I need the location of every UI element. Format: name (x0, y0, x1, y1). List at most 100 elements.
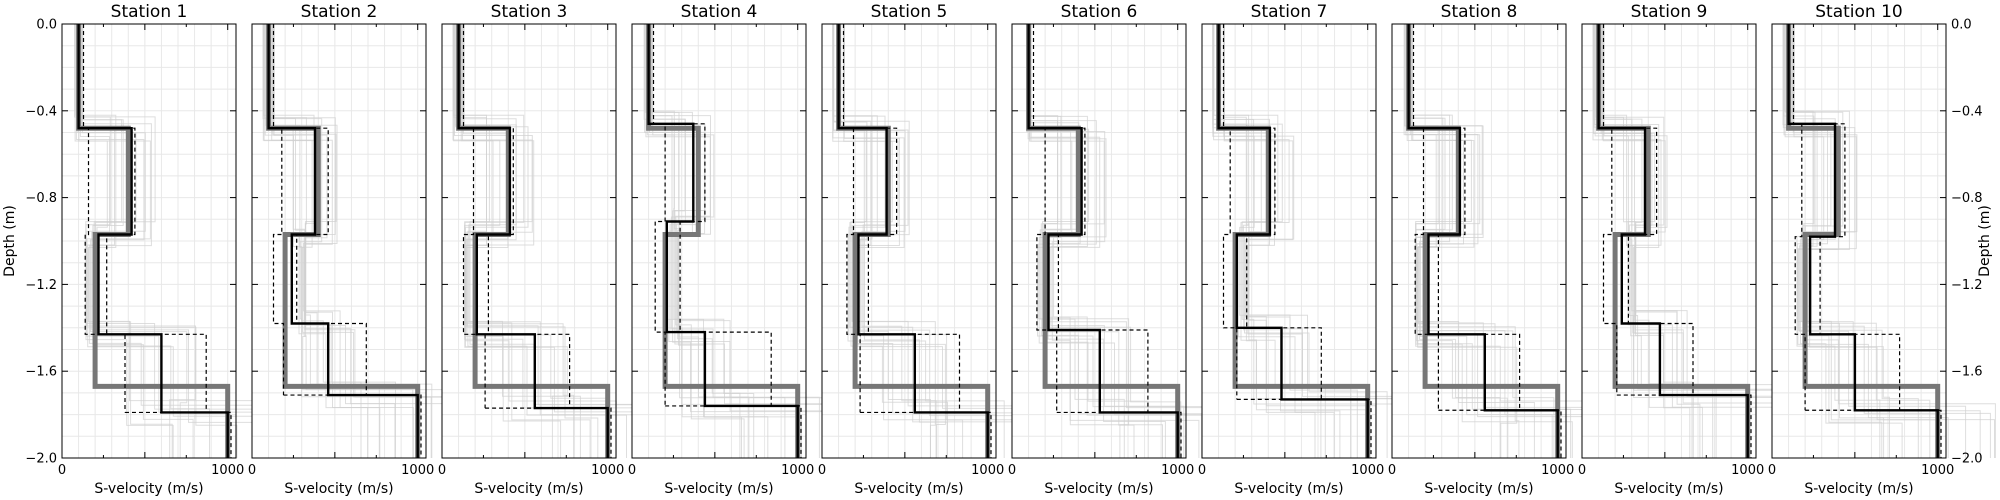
y-tick-label: −1.6 (25, 365, 57, 380)
x-tick-label: 1000 (971, 463, 1004, 478)
best-model-line (457, 24, 609, 458)
panel-title: Station 5 (871, 2, 948, 22)
x-tick-label: 0 (818, 463, 826, 478)
panel-station-10: 0 1000 Station 10 S-velocity (m/s) 0.0 −0.4 −0… (1768, 2, 1996, 497)
ensemble-model-line (1030, 24, 1236, 458)
panel-title: Station 1 (111, 2, 188, 22)
best-model-line (267, 24, 419, 458)
ensemble-model-line (1212, 24, 1404, 458)
best-model-line (1027, 24, 1179, 458)
x-tick-label: 1000 (211, 463, 244, 478)
x-axis-label: S-velocity (m/s) (1804, 481, 1913, 497)
plot-frame (631, 23, 807, 459)
y-tick-label: −2.0 (1951, 452, 1983, 467)
ensemble-model-line (646, 24, 755, 458)
ensemble-model-line (452, 24, 644, 458)
x-tick-label: 0 (1578, 463, 1586, 478)
ensemble-model-line (651, 24, 856, 458)
x-axis-label: S-velocity (m/s) (1424, 481, 1533, 497)
y-tick-label: −0.4 (25, 104, 57, 119)
x-tick-label: 0 (1388, 463, 1396, 478)
y-tick-label: 0.0 (36, 18, 57, 33)
true-model-line (1786, 24, 1941, 458)
ensemble-model-line (647, 24, 786, 458)
ensemble-model-line (1026, 24, 1130, 458)
ensemble-model-line (453, 24, 609, 458)
plot-frame (1771, 23, 1947, 459)
x-tick-label: 0 (628, 463, 636, 478)
ensemble-model-line (74, 24, 196, 458)
best-model-line (77, 24, 229, 458)
ensemble-model-line (265, 24, 362, 458)
x-axis-label: S-velocity (m/s) (664, 481, 773, 497)
best-model-line (837, 24, 989, 458)
ensemble-model-line (463, 24, 581, 458)
panel-title: Station 10 (1815, 2, 1902, 22)
y-axis-label: Depth (m) (1977, 205, 1993, 277)
best-model-line (1787, 24, 1939, 458)
x-axis-label: S-velocity (m/s) (1044, 481, 1153, 497)
panel-station-3: 0 1000 Station 3 S-velocity (m/s) (438, 2, 666, 497)
panel-station-1: 0 1000 Station 1 S-velocity (m/s) 0.0 −0.4 −0.… (2, 2, 286, 497)
x-tick-label: 1000 (1541, 463, 1574, 478)
x-axis-label: S-velocity (m/s) (474, 481, 583, 497)
panel-station-8: 0 1000 Station 8 S-velocity (m/s) (1388, 2, 1617, 497)
y-tick-label: −0.4 (1951, 104, 1983, 119)
best-model-line (1597, 24, 1749, 458)
ensemble-model-line (1412, 24, 1555, 458)
plot-frame (821, 23, 997, 459)
ensemble-model-line (1594, 24, 1693, 458)
panel-title: Station 9 (1631, 2, 1708, 22)
ensemble-model-line (645, 24, 745, 458)
panel-title: Station 8 (1441, 2, 1518, 22)
lower-bound-line (1787, 24, 1806, 411)
y-tick-label: −0.8 (25, 191, 57, 206)
x-tick-label: 0 (1198, 463, 1206, 478)
panel-title: Station 3 (491, 2, 568, 22)
ensemble-model-line (1212, 24, 1370, 458)
panel-title: Station 6 (1061, 2, 1138, 22)
ensemble-model-line (452, 24, 627, 458)
panel-station-7: 0 1000 Station 7 S-velocity (m/s) (1198, 2, 1417, 497)
x-axis-label: S-velocity (m/s) (94, 481, 203, 497)
y-tick-label: −1.6 (1951, 365, 1983, 380)
panel-station-5: 0 1000 Station 5 S-velocity (m/s) (818, 2, 1047, 497)
x-tick-label: 1000 (1921, 463, 1954, 478)
x-axis-label: S-velocity (m/s) (1234, 481, 1343, 497)
x-tick-label: 1000 (1731, 463, 1764, 478)
plot-frame (1391, 23, 1567, 459)
x-axis-label: S-velocity (m/s) (1614, 481, 1723, 497)
best-model-line (1217, 24, 1369, 458)
ensemble-model-line (832, 24, 1044, 458)
y-tick-label: −2.0 (25, 452, 57, 467)
plot-frame (1581, 23, 1757, 459)
ensemble-model-line (1029, 24, 1228, 458)
x-tick-label: 0 (1768, 463, 1776, 478)
panel-title: Station 7 (1251, 2, 1328, 22)
best-model-line (647, 24, 799, 458)
ensemble-model-line (1793, 24, 1881, 458)
plot-frame (441, 23, 617, 459)
x-tick-label: 1000 (401, 463, 434, 478)
lower-bound-line (647, 24, 666, 406)
plot-frame (1011, 23, 1187, 459)
upper-bound-line (652, 24, 802, 458)
plot-frame (1201, 23, 1377, 459)
ensemble-model-line (82, 24, 279, 458)
upper-bound-line (1602, 24, 1752, 458)
x-tick-label: 1000 (591, 463, 624, 478)
ensemble-model-line (273, 24, 414, 458)
x-tick-label: 0 (58, 463, 66, 478)
x-tick-label: 0 (438, 463, 446, 478)
ensemble-model-line (832, 24, 1035, 458)
x-tick-label: 1000 (781, 463, 814, 478)
ensemble-model-line (1029, 24, 1235, 458)
ensemble-model-line (271, 24, 473, 458)
ensemble-model-line (649, 24, 836, 458)
x-tick-label: 0 (1008, 463, 1016, 478)
x-axis-label: S-velocity (m/s) (284, 481, 393, 497)
x-axis-label: S-velocity (m/s) (854, 481, 963, 497)
y-tick-label: −0.8 (1951, 191, 1983, 206)
ensemble-model-line (75, 24, 173, 458)
panel-title: Station 4 (681, 2, 758, 22)
